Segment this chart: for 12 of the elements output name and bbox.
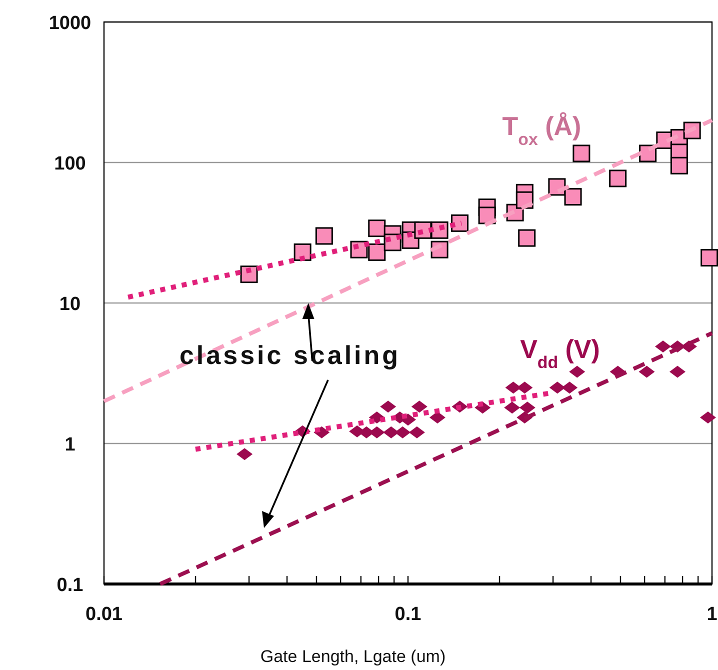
y-tick-label: 100 [54, 154, 86, 174]
annotation: classic scaling [179, 340, 401, 370]
x-tick-label: 1 [706, 604, 718, 625]
x-tick-label: 0.01 [86, 604, 123, 625]
x-tick-label: 0.1 [394, 604, 422, 625]
x-axis-title: Gate Length, Lgate (um) [260, 647, 446, 666]
y-tick-label: 1000 [48, 13, 92, 34]
y-tick-label: 1 [64, 434, 76, 456]
y-tick-label: 10 [59, 294, 81, 315]
series-label: T$_{ox}$ (Å) [502, 111, 582, 148]
y-tick-label: 0.1 [56, 575, 84, 596]
series-label: V$_{dd}$ (V) [520, 334, 600, 372]
